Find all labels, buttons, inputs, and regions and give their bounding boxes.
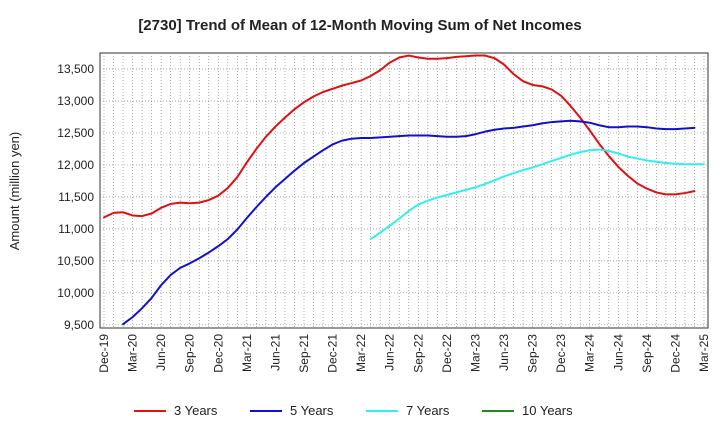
x-tick-label: Mar-23 — [468, 334, 482, 372]
y-axis-ticks: 9,500 10,000 10,500 11,000 11,500 12,000 12,50… — [57, 62, 94, 332]
x-tick-label: Sep-24 — [640, 334, 654, 373]
x-tick-label: Mar-21 — [240, 334, 254, 372]
grid — [100, 53, 708, 328]
legend-label: 5 Years — [290, 403, 334, 418]
y-tick-label: 11,500 — [58, 190, 94, 204]
x-tick-label: Dec-22 — [440, 334, 454, 373]
y-tick-label: 13,000 — [57, 94, 94, 108]
x-tick-label: Dec-23 — [554, 334, 568, 373]
chart-title: [2730] Trend of Mean of 12-Month Moving … — [138, 17, 581, 34]
y-tick-label: 10,500 — [57, 254, 94, 268]
y-tick-label: 10,000 — [57, 286, 94, 300]
x-tick-label: Dec-20 — [211, 334, 225, 373]
series-lines — [103, 54, 705, 326]
x-tick-label: Mar-24 — [583, 334, 597, 372]
y-tick-label: 9,500 — [64, 318, 94, 332]
x-tick-label: Mar-20 — [126, 334, 140, 372]
y-axis-label: Amount (million yen) — [7, 132, 22, 251]
x-tick-label: Sep-21 — [297, 334, 311, 373]
series-line — [369, 148, 705, 241]
x-tick-label: Sep-23 — [526, 334, 540, 373]
y-tick-label: 11,000 — [58, 222, 94, 236]
x-tick-label: Jun-24 — [611, 334, 625, 371]
x-tick-label: Dec-24 — [668, 334, 682, 373]
x-tick-label: Dec-21 — [326, 334, 340, 373]
legend: 3 Years 5 Years 7 Years 10 Years — [134, 403, 573, 418]
plot-area — [99, 52, 709, 329]
x-tick-label: Jun-23 — [497, 334, 511, 371]
x-tick-label: Sep-22 — [411, 334, 425, 373]
y-tick-label: 12,000 — [57, 158, 94, 172]
legend-label: 7 Years — [406, 403, 450, 418]
legend-label: 3 Years — [174, 403, 218, 418]
x-tick-label: Mar-22 — [354, 334, 368, 372]
x-tick-label: Jun-21 — [268, 334, 282, 371]
x-tick-label: Jun-20 — [154, 334, 168, 371]
legend-label: 10 Years — [522, 403, 573, 418]
series-line — [103, 54, 696, 219]
y-tick-label: 12,500 — [57, 126, 94, 140]
y-tick-label: 13,500 — [57, 62, 94, 76]
x-tick-label: Mar-25 — [697, 334, 711, 372]
x-axis-ticks: Dec-19 Mar-20 Jun-20 Sep-20 Dec-20 Mar-21 Jun-… — [97, 334, 711, 373]
x-tick-label: Dec-19 — [97, 334, 111, 373]
x-tick-label: Jun-22 — [383, 334, 397, 371]
x-tick-label: Sep-20 — [183, 334, 197, 373]
series-line — [122, 119, 696, 326]
